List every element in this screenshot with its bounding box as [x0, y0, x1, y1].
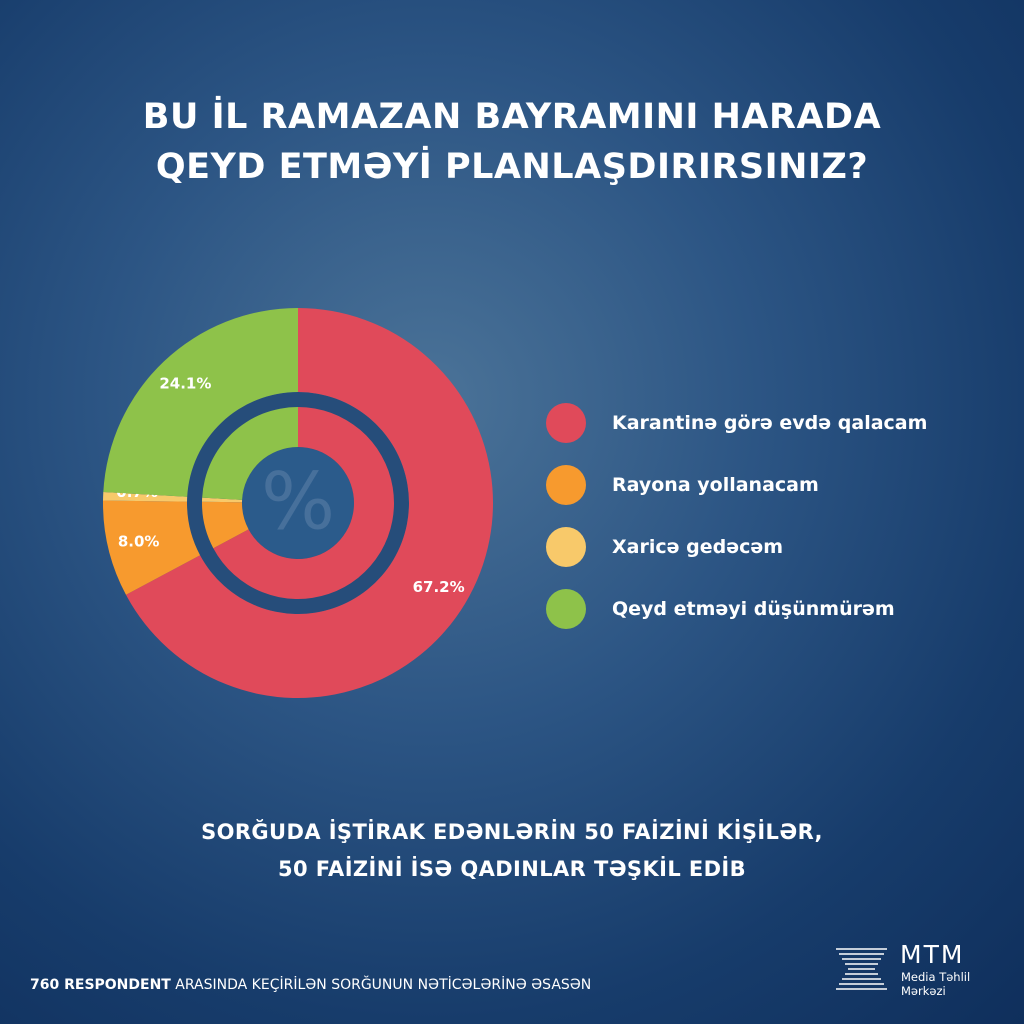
legend-label: Xaricə gedəcəm	[612, 536, 784, 558]
pie-slice-inner	[202, 407, 298, 500]
chart-title: BU İL RAMAZAN BAYRAMINI HARADA QEYD ETMƏ…	[0, 92, 1024, 192]
legend-item: Qeyd etməyi düşünmürəm	[546, 578, 1006, 640]
survey-note-line-2: 50 FAİZİNİ İSƏ QADINLAR TƏŞKİL EDİB	[277, 857, 747, 881]
source-text: ARASINDA KEÇİRİLƏN SORĞUNUN NƏTİCƏLƏRİNƏ…	[170, 977, 592, 993]
source-note: 760 RESPONDENT ARASINDA KEÇİRİLƏN SORĞUN…	[30, 977, 591, 993]
slice-value-label: 67.2%	[413, 578, 465, 596]
legend-swatch	[546, 465, 586, 505]
pie-slice-outer	[103, 491, 188, 502]
pie-slice-inner	[213, 407, 394, 599]
chart-title-line-2: QEYD ETMƏYİ PLANLAŞDIRIRSINIZ?	[155, 147, 869, 187]
logo-subtitle-line-1: Media Təhlil	[901, 970, 971, 984]
pie-slice-outer	[103, 308, 298, 497]
pie-slice-inner	[202, 497, 243, 503]
logo-name: MTM	[900, 940, 965, 969]
survey-note: SORĞUDA İŞTİRAK EDƏNLƏRİN 50 FAİZİNİ KİŞ…	[0, 814, 1024, 888]
slice-value-label: 8.0%	[118, 532, 160, 550]
pie-slice-outer	[125, 308, 493, 699]
legend-swatch	[546, 527, 586, 567]
legend-swatch	[546, 589, 586, 629]
legend-item: Karantinə görə evdə qalacam	[546, 392, 1006, 454]
pie-slice-inner	[202, 501, 249, 549]
logo-subtitle-line-2: Mərkəzi	[901, 984, 946, 998]
logo-subtitle: Media Təhlil Mərkəzi	[901, 970, 970, 998]
pie-slice-outer	[102, 500, 201, 595]
legend-swatch	[546, 403, 586, 443]
mtm-logo-mark-icon	[836, 948, 887, 990]
legend-label: Rayona yollanacam	[612, 474, 819, 496]
mtm-logo: MTM Media Təhlil Mərkəzi	[834, 940, 1004, 1000]
slice-value-label: 24.1%	[159, 374, 211, 392]
chart-legend: Karantinə görə evdə qalacam Rayona yolla…	[546, 392, 1006, 640]
percent-symbol: %	[261, 457, 335, 547]
respondent-count: 760 RESPONDENT	[30, 977, 171, 993]
chart-title-line-1: BU İL RAMAZAN BAYRAMINI HARADA	[142, 97, 882, 137]
legend-item: Rayona yollanacam	[546, 454, 1006, 516]
legend-label: Karantinə görə evdə qalacam	[612, 412, 928, 434]
legend-item: Xaricə gedəcəm	[546, 516, 1006, 578]
survey-note-line-1: SORĞUDA İŞTİRAK EDƏNLƏRİN 50 FAİZİNİ KİŞ…	[201, 820, 823, 844]
legend-label: Qeyd etməyi düşünmürəm	[612, 598, 895, 620]
donut-center	[242, 447, 354, 559]
